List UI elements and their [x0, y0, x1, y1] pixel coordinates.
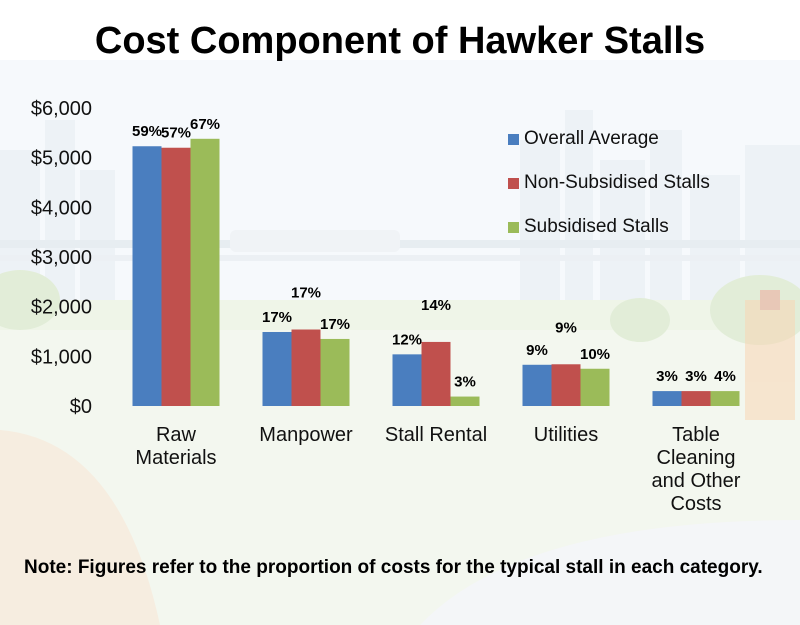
data-label: 12%	[392, 331, 422, 348]
chart-title: Cost Component of Hawker Stalls	[94, 20, 706, 62]
data-label: 17%	[320, 316, 350, 333]
data-label: 3%	[454, 374, 476, 391]
legend-swatch-overall	[508, 133, 519, 145]
bar-non-subsidised-stalls-3	[551, 364, 581, 406]
bar-subsidised-stalls-4	[710, 391, 740, 406]
data-label: 3%	[656, 368, 678, 385]
bar-overall-average-1	[262, 331, 292, 406]
data-label: 17%	[262, 309, 292, 326]
data-label: 14%	[421, 297, 451, 314]
y-tick-label: $0	[70, 396, 92, 418]
bar-overall-average-2	[392, 354, 422, 406]
x-tick-label: Table	[672, 424, 720, 446]
y-tick-label: $4,000	[31, 197, 92, 219]
data-label: 4%	[714, 368, 736, 385]
x-tick-label: Utilities	[534, 424, 598, 446]
data-label: 57%	[161, 125, 191, 142]
legend-swatch-non-subsidised	[508, 177, 519, 189]
data-label: 59%	[132, 123, 162, 140]
bar-subsidised-stalls-2	[450, 396, 480, 406]
bar-non-subsidised-stalls-2	[421, 341, 451, 406]
x-tick-label: Costs	[670, 493, 721, 515]
bar-overall-average-0	[132, 146, 162, 406]
legend-item-subsidised: Subsidised Stalls	[508, 216, 710, 238]
bar-overall-average-4	[652, 391, 682, 406]
x-tick-label: Manpower	[259, 424, 353, 446]
bar-overall-average-3	[522, 364, 552, 406]
y-tick-label: $1,000	[31, 346, 92, 368]
bar-non-subsidised-stalls-1	[291, 329, 321, 406]
x-tick-label: Raw	[156, 424, 197, 446]
x-tick-label: and Other	[652, 470, 741, 492]
data-label: 67%	[190, 116, 220, 133]
data-label: 10%	[580, 346, 610, 363]
x-tick-label: Materials	[135, 447, 216, 469]
y-tick-label: $2,000	[31, 297, 92, 319]
legend-item-overall-average: Overall Average	[508, 128, 710, 150]
y-tick-label: $5,000	[31, 148, 92, 170]
footnote: Note: Figures refer to the proportion of…	[24, 557, 763, 578]
bar-subsidised-stalls-0	[190, 138, 220, 406]
bar-subsidised-stalls-3	[580, 368, 610, 406]
bar-subsidised-stalls-1	[320, 338, 350, 406]
data-label: 17%	[291, 285, 321, 302]
y-tick-label: $3,000	[31, 247, 92, 269]
x-tick-label: Cleaning	[657, 447, 736, 469]
x-tick-label: Stall Rental	[385, 424, 487, 446]
legend-label: Non-Subsidised Stalls	[524, 172, 710, 193]
y-tick-label: $6,000	[31, 98, 92, 120]
data-label: 9%	[526, 342, 548, 359]
legend-item-non-subsidised: Non-Subsidised Stalls	[508, 172, 710, 194]
bar-non-subsidised-stalls-0	[161, 147, 191, 406]
data-label: 3%	[685, 368, 707, 385]
data-label: 9%	[555, 319, 577, 336]
legend-swatch-subsidised	[508, 221, 519, 233]
legend: Overall Average Non-Subsidised Stalls Su…	[508, 128, 710, 260]
bar-non-subsidised-stalls-4	[681, 391, 711, 406]
bar-chart: $0 $1,000 $2,000 $3,000 $4,000 $5,000 $6,000 59…	[31, 98, 741, 515]
legend-label: Overall Average	[524, 128, 659, 149]
legend-label: Subsidised Stalls	[524, 216, 669, 237]
